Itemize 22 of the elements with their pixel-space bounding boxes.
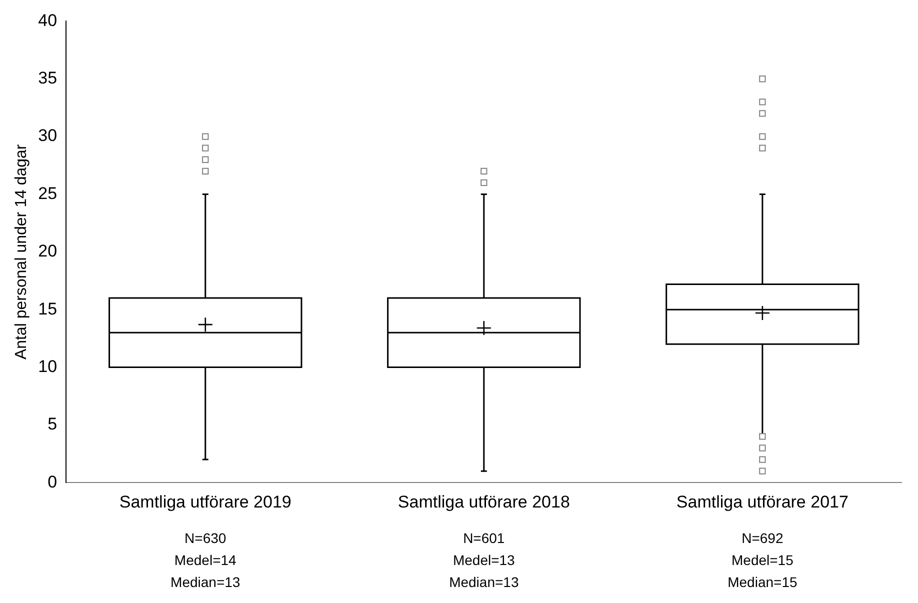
- x-tick-label: Samtliga utförare 2017: [676, 492, 848, 512]
- text: Median=13: [449, 574, 519, 590]
- y-tick-label: 0: [48, 472, 58, 492]
- text: Medel=15: [731, 552, 794, 568]
- text: N=601: [463, 530, 505, 546]
- y-tick-label: 15: [38, 299, 58, 318]
- text: N=630: [184, 530, 226, 546]
- y-tick-label: 40: [38, 10, 58, 30]
- y-tick-label: 30: [38, 126, 58, 146]
- text: Medel=14: [174, 552, 237, 568]
- y-axis-title: Antal personal under 14 dagar: [13, 144, 30, 360]
- x-tick-label: Samtliga utförare 2018: [398, 492, 570, 512]
- text: Median=13: [170, 574, 240, 590]
- text: Medel=13: [452, 552, 516, 568]
- y-tick-label: 5: [48, 414, 58, 434]
- y-tick-label: 20: [38, 242, 58, 261]
- y-tick-label: 35: [38, 68, 58, 88]
- x-tick-label: Samtliga utförare 2019: [119, 492, 292, 512]
- y-tick-label: 25: [38, 184, 58, 203]
- text: Median=15: [728, 574, 798, 590]
- text: N=692: [742, 530, 784, 546]
- y-tick-label: 10: [38, 356, 58, 376]
